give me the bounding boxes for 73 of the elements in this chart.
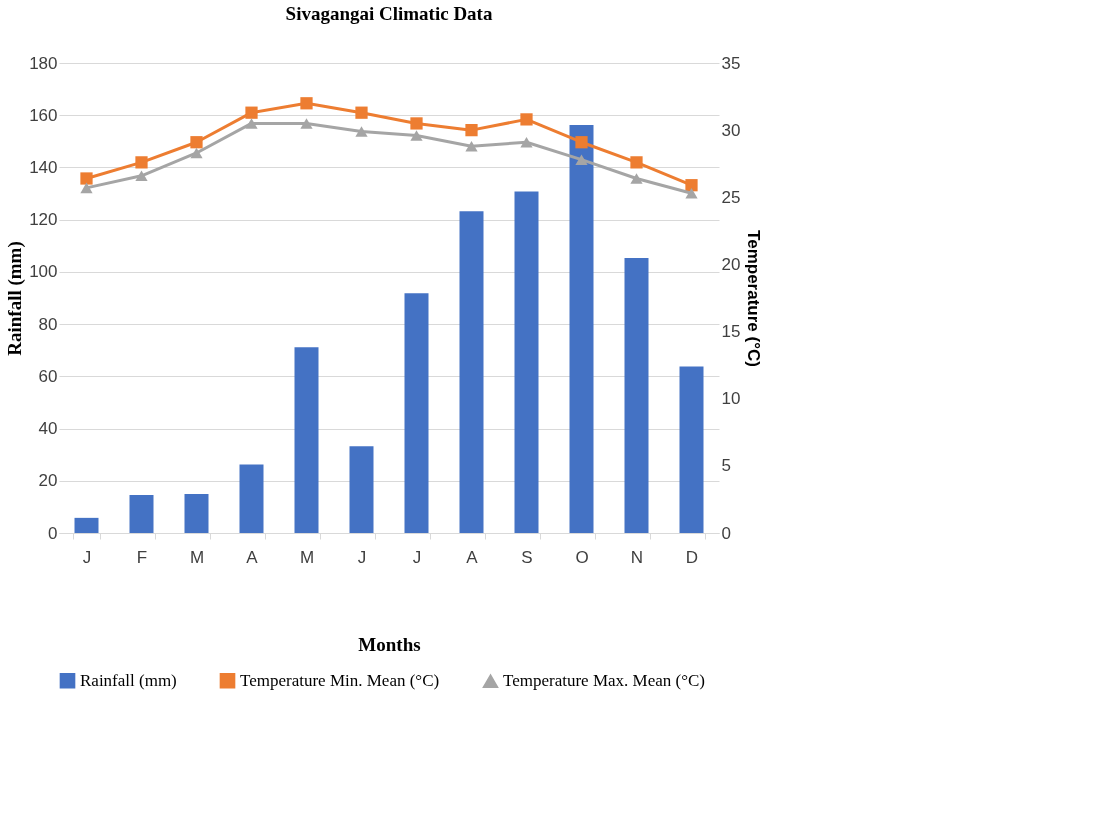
- bar: [624, 258, 649, 533]
- point: [575, 136, 588, 149]
- point: [190, 136, 203, 149]
- point: [465, 140, 478, 152]
- x-tick-label: J: [357, 547, 367, 567]
- bar: [569, 124, 594, 533]
- y-tick-label: 120: [29, 210, 58, 230]
- x-tick-label: M: [189, 547, 205, 567]
- x-tick-label: S: [521, 547, 533, 567]
- y-tick-label: 180: [29, 53, 58, 73]
- bar: [349, 446, 374, 533]
- point: [410, 130, 423, 141]
- y-axis-title: Rainfall (mm): [4, 241, 27, 356]
- y2-tick-label: 20: [721, 254, 741, 274]
- point: [80, 172, 93, 185]
- point: [80, 182, 93, 194]
- x-axis-title: Months: [358, 633, 421, 655]
- point: [630, 156, 643, 169]
- point: [300, 97, 313, 110]
- point: [410, 117, 423, 130]
- point: [685, 179, 698, 192]
- x-tick-label: D: [685, 547, 699, 567]
- bar: [184, 494, 209, 533]
- bar: [404, 293, 429, 533]
- legend-label: Temperature Min. Mean (°C): [240, 670, 440, 690]
- y2-tick-label: 10: [721, 389, 741, 409]
- x-tick-label: J: [82, 547, 92, 567]
- point: [630, 173, 643, 184]
- bar: [129, 494, 154, 533]
- point: [520, 113, 533, 126]
- point: [245, 118, 258, 129]
- x-tick-label: F: [136, 547, 148, 567]
- point: [190, 147, 203, 159]
- chart-title: Sivagangai Climatic Data: [285, 3, 493, 24]
- legend-label: Rainfall (mm): [80, 670, 177, 690]
- y-tick-label: 100: [29, 262, 58, 282]
- x-tick-label: A: [466, 547, 479, 567]
- bar: [514, 191, 539, 533]
- y-tick-label: 0: [48, 523, 58, 543]
- point: [300, 118, 313, 129]
- y-tick-label: 40: [38, 419, 58, 439]
- x-tick-label: N: [630, 547, 644, 567]
- point: [465, 124, 478, 137]
- point: [520, 136, 533, 148]
- point: [135, 156, 148, 169]
- y2-tick-label: 15: [721, 322, 741, 342]
- y-tick-label: 20: [38, 471, 58, 491]
- y2-tick-label: 25: [721, 187, 741, 207]
- bar: [679, 366, 704, 533]
- legend-label: Temperature Max. Mean (°C): [503, 671, 705, 691]
- y-tick-label: 140: [29, 157, 58, 177]
- point: [685, 187, 698, 199]
- bar: [74, 517, 99, 533]
- y2-tick-label: 30: [721, 120, 741, 140]
- y2-tick-label: 5: [721, 456, 731, 476]
- point: [135, 170, 148, 182]
- y-tick-label: 160: [29, 105, 58, 125]
- y2-axis-title: Temperature (°C): [744, 230, 764, 367]
- point: [355, 126, 368, 137]
- point: [355, 106, 368, 119]
- y-tick-label: 60: [38, 366, 58, 386]
- point: [245, 106, 258, 119]
- bar: [239, 464, 264, 533]
- bar: [294, 347, 319, 533]
- y2-tick-label: 35: [721, 53, 741, 73]
- y2-tick-label: 0: [721, 523, 731, 543]
- x-tick-label: J: [412, 547, 422, 567]
- x-tick-label: O: [575, 547, 589, 567]
- point: [575, 154, 588, 165]
- y-tick-label: 80: [38, 314, 58, 334]
- x-tick-label: M: [299, 547, 315, 567]
- x-tick-label: A: [246, 547, 259, 567]
- bar: [459, 211, 484, 533]
